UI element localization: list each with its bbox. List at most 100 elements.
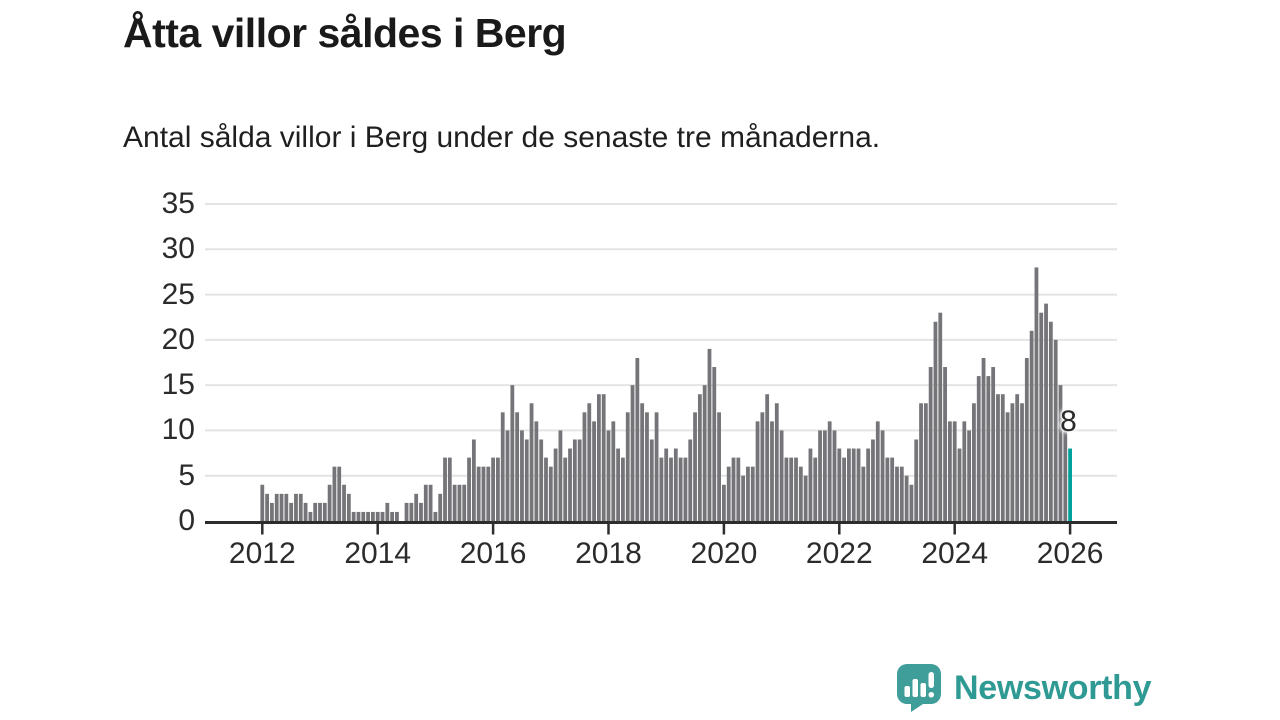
bar [1034, 267, 1039, 521]
x-tick-label: 2022 [805, 537, 873, 570]
bar [563, 457, 568, 521]
bar [798, 466, 803, 521]
bar [842, 457, 846, 521]
bar [308, 511, 313, 521]
bar [327, 484, 332, 521]
bar [702, 385, 707, 521]
bar [476, 466, 481, 521]
bar [856, 448, 861, 521]
x-tick-label: 2024 [921, 537, 989, 570]
bar [909, 484, 914, 521]
bar [500, 412, 505, 521]
bar [524, 439, 529, 521]
bar [895, 466, 899, 521]
bar [313, 502, 318, 521]
bar [774, 403, 779, 521]
bar [712, 367, 717, 521]
bar [972, 403, 976, 521]
bar [760, 412, 765, 521]
bar [1039, 312, 1044, 521]
bar [673, 448, 678, 521]
bar [1010, 403, 1015, 521]
bar [592, 421, 596, 521]
bar [366, 511, 370, 521]
bar [943, 367, 947, 521]
exclamation-stem [928, 672, 934, 688]
bar [625, 412, 630, 521]
bar [529, 403, 534, 521]
bar [457, 484, 462, 521]
bar [544, 457, 548, 521]
bar [683, 457, 688, 521]
bar [851, 448, 856, 521]
exclamation-dot [928, 692, 934, 698]
bar [976, 376, 981, 521]
bar [697, 394, 702, 521]
bar [746, 466, 750, 521]
bar [447, 457, 452, 521]
bar [274, 493, 279, 521]
bar [871, 439, 875, 521]
chart-subtitle: Antal sålda villor i Berg under de senas… [123, 121, 881, 154]
bar [947, 421, 952, 521]
bar [428, 484, 433, 521]
bar [1044, 303, 1048, 521]
bar [1048, 321, 1053, 521]
bar [1005, 412, 1010, 521]
bar [996, 394, 1000, 521]
bar [822, 430, 827, 521]
bar [558, 430, 563, 521]
bar [419, 502, 423, 521]
bar [284, 493, 289, 521]
bar [813, 457, 818, 521]
bar [318, 502, 322, 521]
bar [808, 448, 813, 521]
bar [659, 457, 664, 521]
bar [967, 430, 972, 521]
bar [423, 484, 428, 521]
y-tick-label: 30 [161, 232, 195, 266]
bar [755, 421, 760, 521]
bar [1000, 394, 1005, 521]
bar [582, 412, 587, 521]
bar [750, 466, 755, 521]
bar [351, 511, 356, 521]
highlight-bar [1068, 448, 1072, 521]
bar [861, 466, 866, 521]
bar [462, 484, 467, 521]
bar [587, 403, 592, 521]
bar [486, 466, 491, 521]
bar [332, 466, 337, 521]
bar [1053, 339, 1058, 521]
bar [294, 493, 298, 521]
bar [635, 357, 640, 521]
bar [649, 439, 654, 521]
bar [1029, 330, 1034, 521]
bar [414, 493, 419, 521]
bar [342, 484, 346, 521]
bar [736, 457, 741, 521]
bar [322, 502, 327, 521]
bar [572, 439, 577, 521]
y-tick-label: 25 [161, 277, 195, 311]
y-tick-label: 10 [161, 413, 195, 447]
bar [952, 421, 957, 521]
bar [880, 430, 885, 521]
bar [837, 448, 842, 521]
bar [928, 367, 933, 521]
bar [370, 511, 375, 521]
bar [606, 430, 611, 521]
bar [515, 412, 520, 521]
bar [726, 466, 731, 521]
bar [664, 448, 669, 521]
bar [390, 511, 395, 521]
bar [404, 502, 409, 521]
y-tick-label: 20 [161, 322, 195, 356]
bar [568, 448, 572, 521]
bar [303, 502, 308, 521]
bar [346, 493, 351, 521]
newsworthy-wordmark: Newsworthy [954, 668, 1152, 707]
bar [899, 466, 904, 521]
bar [505, 430, 510, 521]
bar [452, 484, 457, 521]
